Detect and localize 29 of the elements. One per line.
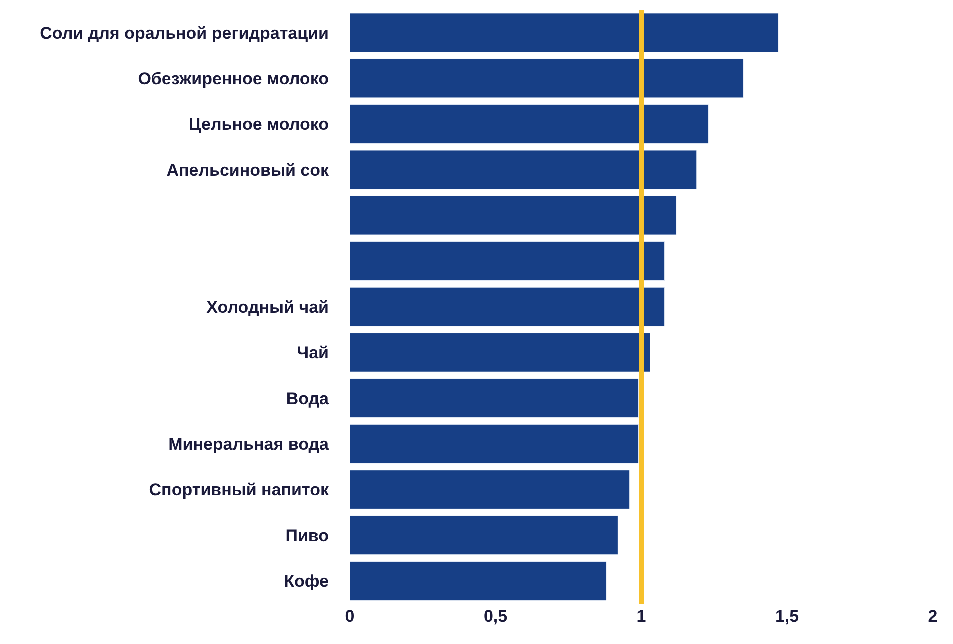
y-tick-label: Чай xyxy=(297,344,329,363)
y-tick-label: Вода xyxy=(286,389,330,408)
x-tick-label: 1,5 xyxy=(775,607,800,626)
y-tick-label: Цельное молоко xyxy=(188,115,329,134)
x-tick-label: 0 xyxy=(345,607,355,626)
bar xyxy=(350,333,650,372)
bar xyxy=(350,287,666,327)
bar xyxy=(350,516,618,556)
y-tick-label: Холодный чай xyxy=(206,298,329,317)
bar xyxy=(350,242,666,281)
bar xyxy=(350,13,779,53)
bar xyxy=(350,470,630,510)
bar xyxy=(350,150,698,190)
x-tick-label: 2 xyxy=(928,607,938,626)
bar xyxy=(350,424,639,464)
y-tick-label: Пиво xyxy=(286,526,329,546)
bar xyxy=(350,58,744,98)
bar xyxy=(350,561,607,601)
y-tick-label: Минеральная вода xyxy=(168,435,330,454)
x-tick-label: 0,5 xyxy=(484,607,508,626)
y-tick-label: Соли для оральной регидратации xyxy=(40,24,329,43)
y-tick-label: Обезжиренное молоко xyxy=(138,69,329,88)
y-tick-label: Апельсиновый сок xyxy=(166,160,330,180)
y-tick-label: Кофе xyxy=(284,572,329,592)
y-tick-label: Спортивный напиток xyxy=(149,480,330,500)
bar xyxy=(350,104,709,144)
x-tick-label: 1 xyxy=(636,607,646,626)
bar xyxy=(350,196,677,236)
bar xyxy=(350,378,639,418)
